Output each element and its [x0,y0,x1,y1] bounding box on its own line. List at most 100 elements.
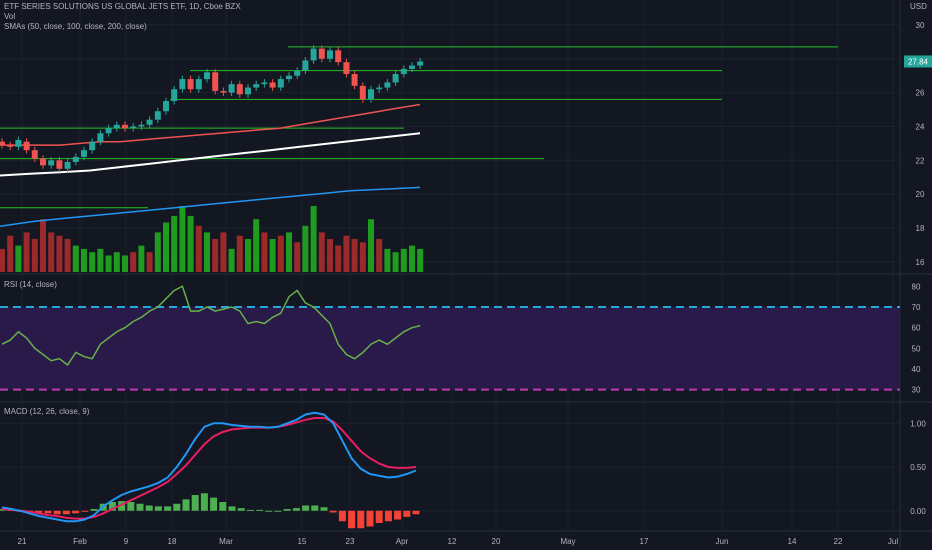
candle-body [204,72,210,80]
currency-label: USD [910,2,927,11]
chart-legend: ETF SERIES SOLUTIONS US GLOBAL JETS ETF,… [4,2,241,32]
last-price-badge [904,55,932,68]
volume-bar [327,239,333,272]
candle-body [392,74,399,83]
volume-bar [245,239,251,272]
candle-body [261,82,268,85]
chart-title: ETF SERIES SOLUTIONS US GLOBAL JETS ETF,… [4,2,241,11]
volume-bar [286,232,292,272]
volume-bar [392,252,399,272]
volume-bar [154,232,161,272]
candle-body [89,141,96,151]
macd-histogram-bar [237,508,245,511]
macd-histogram-bar [338,510,346,522]
volume-bar [384,248,391,272]
volume-bar [220,232,227,272]
volume-bar [171,215,178,272]
candle-body [97,133,104,142]
last-price-label: 27.84 [908,57,929,66]
x-tick-label: 23 [346,537,355,546]
macd-histogram-bar [136,503,144,511]
price-tick-label: 18 [916,224,925,233]
volume-bar [310,206,317,272]
macd-histogram-bar [182,499,190,511]
rsi-tick-label: 50 [912,344,921,353]
macd-histogram-bar [292,508,300,511]
candle-body [122,124,128,129]
candle-body [253,84,260,88]
x-tick-label: 17 [640,537,649,546]
volume-legend: Vol [4,12,16,21]
volume-bar [23,232,30,272]
volume-bar [228,248,235,272]
volume-bar [195,225,202,272]
candle-body [351,74,358,86]
macd-tick-label: 0.00 [910,507,926,516]
macd-histogram-bar [246,509,254,511]
x-tick-label: 20 [492,537,501,546]
candle-body [376,87,383,90]
macd-histogram-bar [384,510,392,522]
candle-body [269,82,276,88]
candle-body [171,89,178,102]
macd-line [1,411,417,523]
x-tick-label: May [560,537,575,546]
candle-body [294,70,301,76]
macd-histogram-bar [173,503,181,511]
candle-body [81,150,87,157]
sma200-line [0,186,421,228]
candle-body [154,111,161,120]
volume-bar [48,232,55,272]
macd-histogram-bar [108,502,116,511]
volume-bar [368,219,374,272]
candle-body [318,48,325,59]
x-tick-label: Apr [396,537,409,546]
macd-histogram-bar [228,506,236,511]
volume-bar [204,232,210,272]
candle-body [368,89,374,100]
volume-bar [269,239,276,272]
volume-bar [40,219,46,272]
candle-body [7,145,14,147]
rsi-legend: RSI (14, close) [4,280,57,289]
candle-body [245,87,251,95]
volume-bar [163,222,169,272]
volume-bar [302,225,309,272]
macd-histogram-bar [164,506,172,511]
candle-body [138,124,145,127]
macd-histogram-bar [357,510,365,529]
volume-bar [187,215,194,272]
candle-body [212,72,219,91]
candle-body [179,79,186,90]
volume-bar [56,235,63,272]
rsi-band [0,307,900,390]
volume-bar [417,248,424,272]
volume-bar [0,248,5,272]
x-tick-label: 15 [298,537,307,546]
volume-bar [261,232,268,272]
candle-body [187,79,194,90]
macd-histogram-bar [219,502,227,511]
candle-body [384,82,391,88]
candle-body [220,90,227,93]
volume-bar [146,252,153,272]
rsi-tick-label: 30 [912,386,921,395]
candle-body [400,68,407,74]
volume-bar [400,248,407,272]
candle-body [64,162,71,169]
macd-histogram-bar [44,510,52,514]
volume-bar [122,255,128,272]
volume-bar [97,248,104,272]
volume-bar [179,206,186,272]
x-tick-label: 12 [448,537,457,546]
macd-histogram-bar [62,510,70,515]
macd-histogram-bar [256,509,264,511]
macd-histogram-bar [366,510,374,527]
candle-body [0,141,5,146]
x-tick-label: 21 [18,537,27,546]
macd-histogram-bar [274,510,282,512]
candle-body [236,84,243,95]
rsi-line [1,285,421,366]
candle-body [15,140,22,147]
